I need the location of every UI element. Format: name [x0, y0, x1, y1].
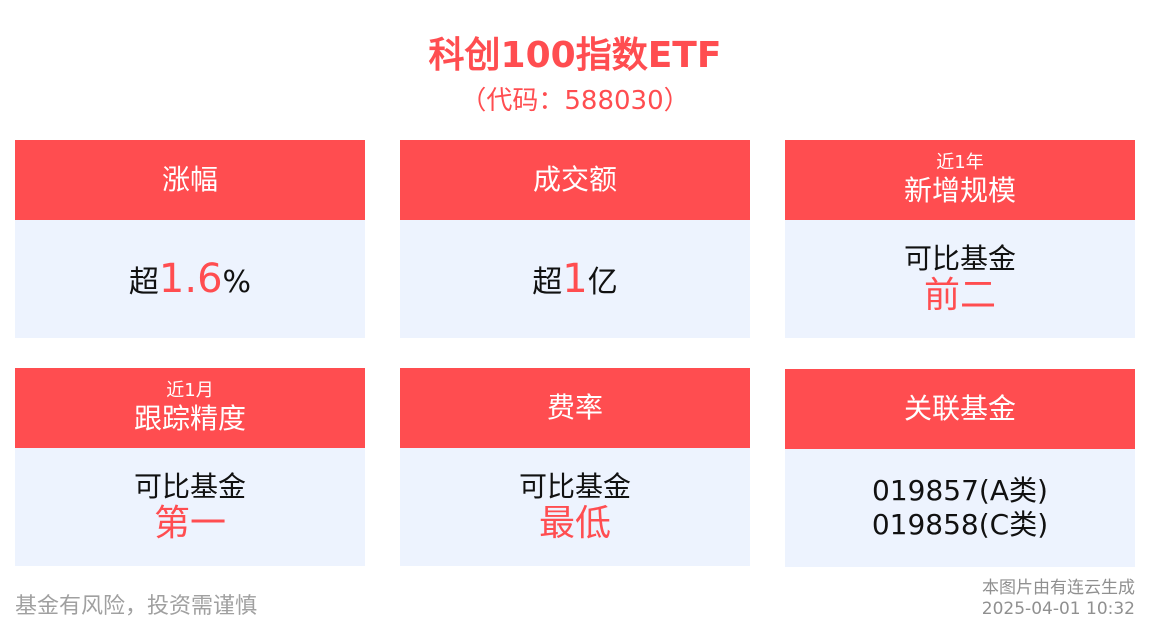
timestamp: 2025-04-01 10:32 — [981, 599, 1135, 619]
value-prefix: 超 — [128, 265, 159, 300]
card-gain: 涨幅 超1.6% — [15, 140, 365, 338]
card-body: 超1.6% — [15, 220, 365, 338]
source-text: 本图片由有连云生成 — [982, 578, 1135, 598]
card-body: 019857(A类) 019858(C类) — [785, 449, 1135, 567]
page-title: 科创100指数ETF — [428, 35, 722, 76]
card-line: 可比基金 — [518, 470, 631, 503]
card-related-funds: 关联基金 019857(A类) 019858(C类) — [785, 369, 1135, 567]
card-turnover: 成交额 超1亿 — [400, 140, 750, 338]
fund-code: （代码：588030） — [460, 86, 690, 116]
card-body: 可比基金 前二 — [785, 220, 1135, 338]
card-header: 涨幅 — [15, 140, 365, 220]
card-header-label: 跟踪精度 — [133, 402, 246, 435]
card-fee: 费率 可比基金 最低 — [400, 368, 750, 566]
card-body: 可比基金 第一 — [15, 448, 365, 566]
risk-disclaimer: 基金有风险，投资需谨慎 — [15, 594, 258, 619]
footer-source: 本图片由有连云生成 2025-04-01 10:32 — [982, 578, 1135, 620]
card-header: 关联基金 — [785, 369, 1135, 449]
value-prefix: 超 — [532, 265, 563, 300]
card-highlight: 最低 — [538, 503, 611, 544]
card-scale-growth: 近1年 新增规模 可比基金 前二 — [785, 140, 1135, 338]
card-header-period: 近1年 — [936, 152, 984, 173]
card-value: 超1亿 — [532, 257, 617, 301]
value-suffix: 亿 — [587, 265, 618, 300]
card-header-period: 近1月 — [166, 380, 214, 401]
card-line: 可比基金 — [903, 242, 1016, 275]
card-body: 超1亿 — [400, 220, 750, 338]
fund-code-c: 019858(C类) — [871, 508, 1049, 541]
card-header: 成交额 — [400, 140, 750, 220]
card-header-label: 费率 — [546, 391, 603, 424]
value-highlight: 1 — [562, 256, 588, 302]
card-highlight: 前二 — [923, 275, 996, 316]
card-body: 可比基金 最低 — [400, 448, 750, 566]
card-header-label: 成交额 — [532, 163, 617, 196]
card-header: 费率 — [400, 368, 750, 448]
card-header: 近1月 跟踪精度 — [15, 368, 365, 448]
card-value: 超1.6% — [129, 257, 251, 301]
value-suffix: % — [222, 265, 252, 300]
card-header: 近1年 新增规模 — [785, 140, 1135, 220]
card-header-label: 涨幅 — [161, 163, 218, 196]
fund-code-a: 019857(A类) — [872, 474, 1048, 507]
card-header-label: 关联基金 — [903, 392, 1016, 425]
card-tracking: 近1月 跟踪精度 可比基金 第一 — [15, 368, 365, 566]
value-highlight: 1.6 — [158, 256, 223, 302]
card-line: 可比基金 — [133, 470, 246, 503]
card-highlight: 第一 — [153, 503, 226, 544]
card-header-label: 新增规模 — [903, 174, 1016, 207]
